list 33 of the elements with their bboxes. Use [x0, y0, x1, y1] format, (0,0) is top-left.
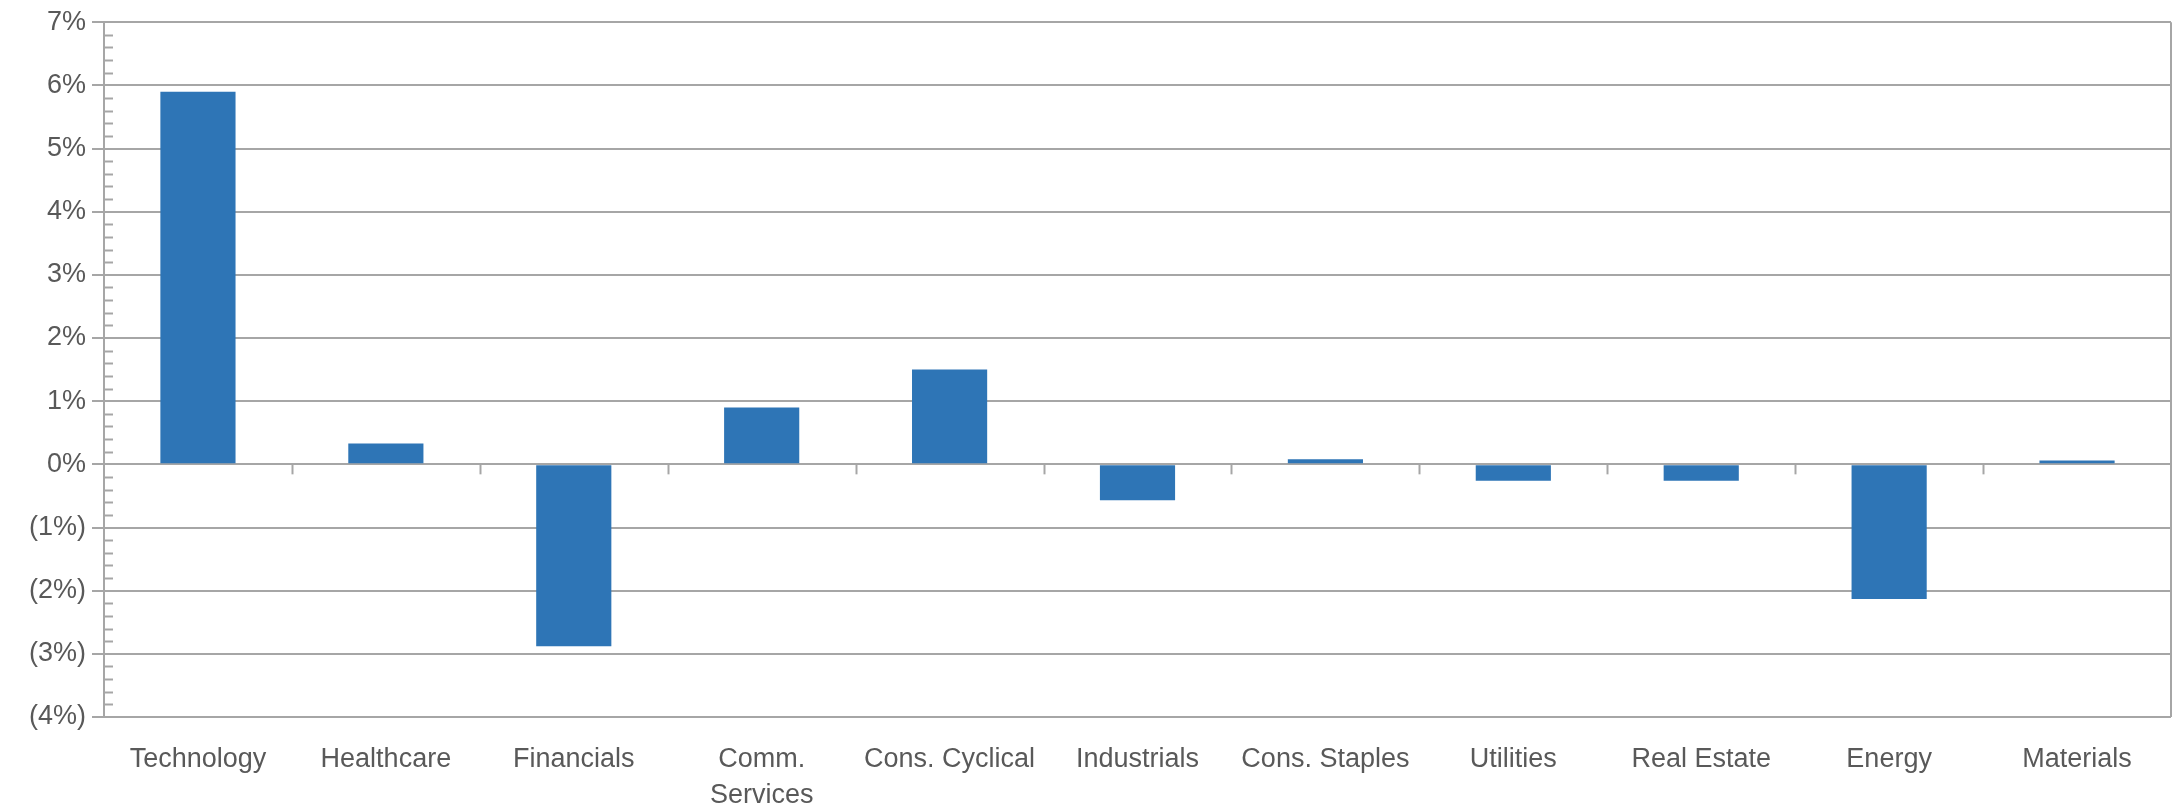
bar	[912, 369, 988, 464]
y-tick-label: (4%)	[28, 700, 86, 731]
bar	[1287, 459, 1363, 464]
y-tick-label: 1%	[46, 384, 86, 415]
x-tick-label: Materials	[2022, 742, 2132, 773]
bar	[536, 465, 612, 647]
x-tick-label: Industrials	[1075, 742, 1200, 773]
y-tick-label: 7%	[46, 5, 86, 36]
y-tick-label: 5%	[46, 131, 86, 162]
bar	[1663, 465, 1739, 481]
x-tick-label: Technology	[129, 742, 267, 773]
bar	[160, 91, 236, 464]
y-tick-label: (2%)	[28, 574, 86, 605]
y-tick-label: (1%)	[28, 510, 86, 541]
x-tick-label: Cons. Staples	[1241, 742, 1410, 773]
bar	[1475, 465, 1551, 481]
y-tick-label: 3%	[46, 258, 86, 289]
x-tick-label: Utilities	[1469, 742, 1557, 773]
y-tick-label: 2%	[46, 321, 86, 352]
y-tick-label: 0%	[46, 447, 86, 478]
y-tick-label: (3%)	[28, 637, 86, 668]
bar	[348, 443, 424, 464]
y-tick-label: 4%	[46, 195, 86, 226]
bar	[1851, 465, 1927, 599]
x-tick-label: Energy	[1846, 742, 1933, 773]
y-tick-label: 6%	[46, 68, 86, 99]
bar	[1099, 465, 1176, 501]
x-tick-label: Real Estate	[1631, 742, 1772, 773]
bar	[724, 407, 800, 464]
x-tick-label: Healthcare	[320, 742, 452, 773]
x-tick-label: Cons. Cyclical	[864, 742, 1036, 773]
x-tick-label: Financials	[512, 742, 635, 773]
x-tick-label: Comm. Services	[709, 742, 814, 810]
